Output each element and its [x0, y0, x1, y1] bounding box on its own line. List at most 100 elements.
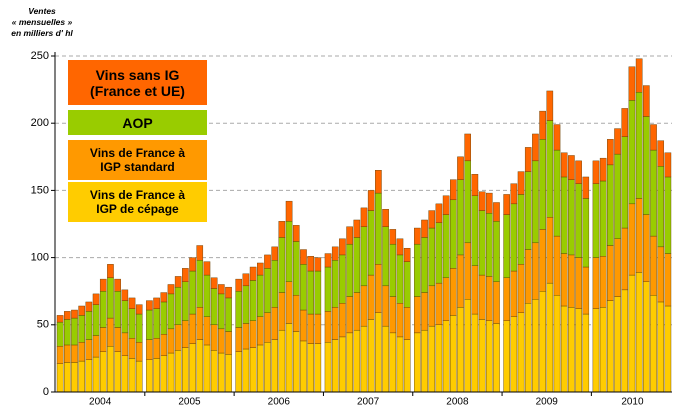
bar-segment: [442, 277, 450, 321]
bar-segment: [478, 191, 486, 211]
bar-segment: [135, 360, 143, 393]
bar-segment: [524, 147, 532, 172]
x-tick-label: 2008: [446, 397, 469, 405]
bar-segment: [218, 328, 225, 354]
bar-segment: [650, 124, 657, 151]
bar-segment: [174, 350, 182, 393]
bar-segment: [56, 315, 64, 323]
bar-segment: [471, 195, 479, 266]
bar-segment: [382, 285, 389, 327]
x-tick-label: 2006: [268, 397, 291, 405]
bar-segment: [278, 292, 286, 331]
bar-segment: [257, 274, 264, 317]
bar-segment: [517, 171, 525, 195]
bar-segment: [599, 307, 607, 393]
bar-segment: [464, 242, 471, 300]
bar-segment: [135, 304, 143, 315]
bar-segment: [307, 343, 314, 393]
bar-segment: [560, 176, 568, 254]
bar-segment: [471, 313, 479, 393]
bar-segment: [560, 253, 568, 307]
bar-segment: [160, 355, 168, 393]
x-tick-label: 2007: [357, 397, 380, 405]
bar-segment: [314, 257, 322, 272]
y-tick-label: 200: [31, 117, 49, 129]
bar-segment: [582, 176, 590, 199]
bar-segment: [643, 214, 650, 282]
bar-segment: [92, 356, 100, 393]
bar-segment: [135, 342, 143, 362]
bar-segment: [99, 351, 107, 393]
bar-segment: [121, 332, 129, 356]
bar-segment: [128, 297, 136, 309]
bar-segment: [218, 293, 225, 330]
bar-segment: [421, 219, 428, 238]
bar-segment: [367, 319, 375, 393]
bar-segment: [546, 90, 554, 121]
bar-segment: [167, 284, 175, 295]
bar-segment: [264, 312, 271, 343]
bar-segment: [485, 276, 493, 321]
bar-segment: [635, 198, 643, 273]
bar-segment: [324, 342, 332, 393]
bar-segment: [367, 210, 375, 276]
bar-segment: [592, 308, 600, 393]
bar-segment: [210, 350, 218, 393]
bar-segment: [146, 339, 153, 360]
bar-segment: [63, 344, 71, 363]
bar-segment: [353, 292, 361, 331]
bar-segment: [56, 346, 64, 364]
bar-segment: [575, 183, 582, 258]
bar-segment: [114, 291, 121, 328]
bar-segment: [271, 307, 278, 340]
bar-segment: [582, 313, 590, 393]
y-tick-label: 0: [43, 386, 49, 398]
x-tick-label: 2004: [89, 397, 112, 405]
bar-segment: [471, 174, 479, 196]
bar-segment: [614, 238, 621, 297]
bar-segment: [532, 160, 539, 244]
bar-segment: [414, 243, 421, 297]
bar-segment: [539, 139, 546, 230]
bar-segment: [478, 319, 486, 393]
bar-segment: [107, 346, 114, 393]
bar-segment: [249, 320, 257, 348]
bar-segment: [339, 303, 346, 338]
bar-segment: [599, 180, 607, 257]
x-tick-label: 2005: [178, 397, 201, 405]
bar-segment: [375, 192, 382, 265]
bar-segment: [503, 214, 510, 278]
bar-segment: [92, 335, 100, 358]
bar-segment: [324, 266, 332, 312]
bar-segment: [532, 299, 539, 393]
bar-segment: [203, 344, 211, 393]
bar-segment: [664, 305, 672, 393]
bar-segment: [235, 351, 243, 393]
bar-segment: [614, 128, 621, 155]
bar-segment: [539, 110, 546, 140]
bar-segment: [643, 85, 650, 117]
bar-segment: [575, 160, 582, 184]
bar-segment: [375, 312, 382, 393]
bar-segment: [196, 339, 204, 393]
bar-segment: [532, 242, 539, 300]
bar-segment: [189, 313, 196, 344]
bar-segment: [635, 92, 643, 199]
bar-segment: [664, 152, 672, 178]
bar-segment: [85, 359, 93, 393]
bar-segment: [314, 270, 322, 315]
bar-segment: [353, 329, 361, 393]
legend-entry: Vins de France à IGP de cépage: [68, 182, 207, 222]
bar-segment: [292, 331, 300, 393]
bar-segment: [99, 278, 107, 292]
bar-segment: [457, 254, 464, 308]
bar-segment: [210, 277, 218, 289]
bar-segment: [360, 285, 368, 327]
bar-segment: [592, 257, 600, 309]
bar-segment: [621, 136, 629, 229]
bar-segment: [85, 339, 93, 360]
bar-segment: [517, 194, 525, 265]
bar-segment: [493, 323, 500, 393]
bar-segment: [339, 238, 346, 256]
